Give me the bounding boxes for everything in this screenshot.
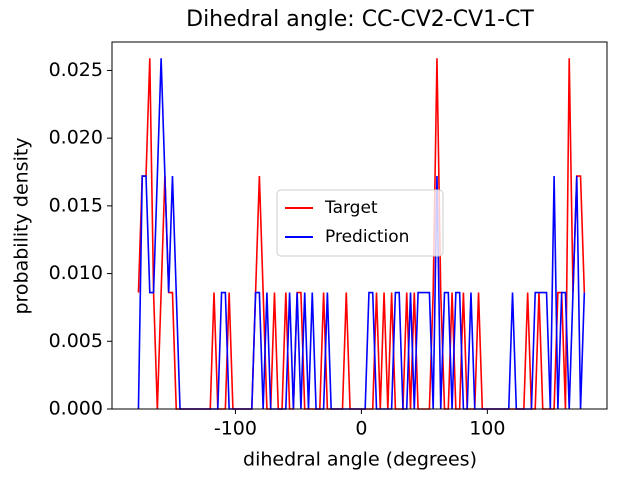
x-tick-label: 100 xyxy=(469,418,505,440)
legend-label: Target xyxy=(324,198,378,218)
plot-frame xyxy=(111,41,608,410)
x-tick-label: -100 xyxy=(214,418,257,440)
legend-box xyxy=(276,189,444,257)
y-tick-label: 0.025 xyxy=(49,59,103,81)
y-tick-label: 0.020 xyxy=(49,127,103,149)
y-axis-label: probability density xyxy=(11,137,33,314)
x-axis-label: dihedral angle (degrees) xyxy=(243,449,477,471)
chart-title: Dihedral angle: CC-CV2-CV1-CT xyxy=(186,7,534,32)
y-tick-label: 0.000 xyxy=(49,398,103,420)
x-tick-label: 0 xyxy=(355,418,367,440)
y-tick-label: 0.010 xyxy=(49,262,103,284)
legend-label: Prediction xyxy=(325,227,409,247)
y-tick-label: 0.005 xyxy=(49,330,103,352)
y-tick-label: 0.015 xyxy=(49,194,103,216)
